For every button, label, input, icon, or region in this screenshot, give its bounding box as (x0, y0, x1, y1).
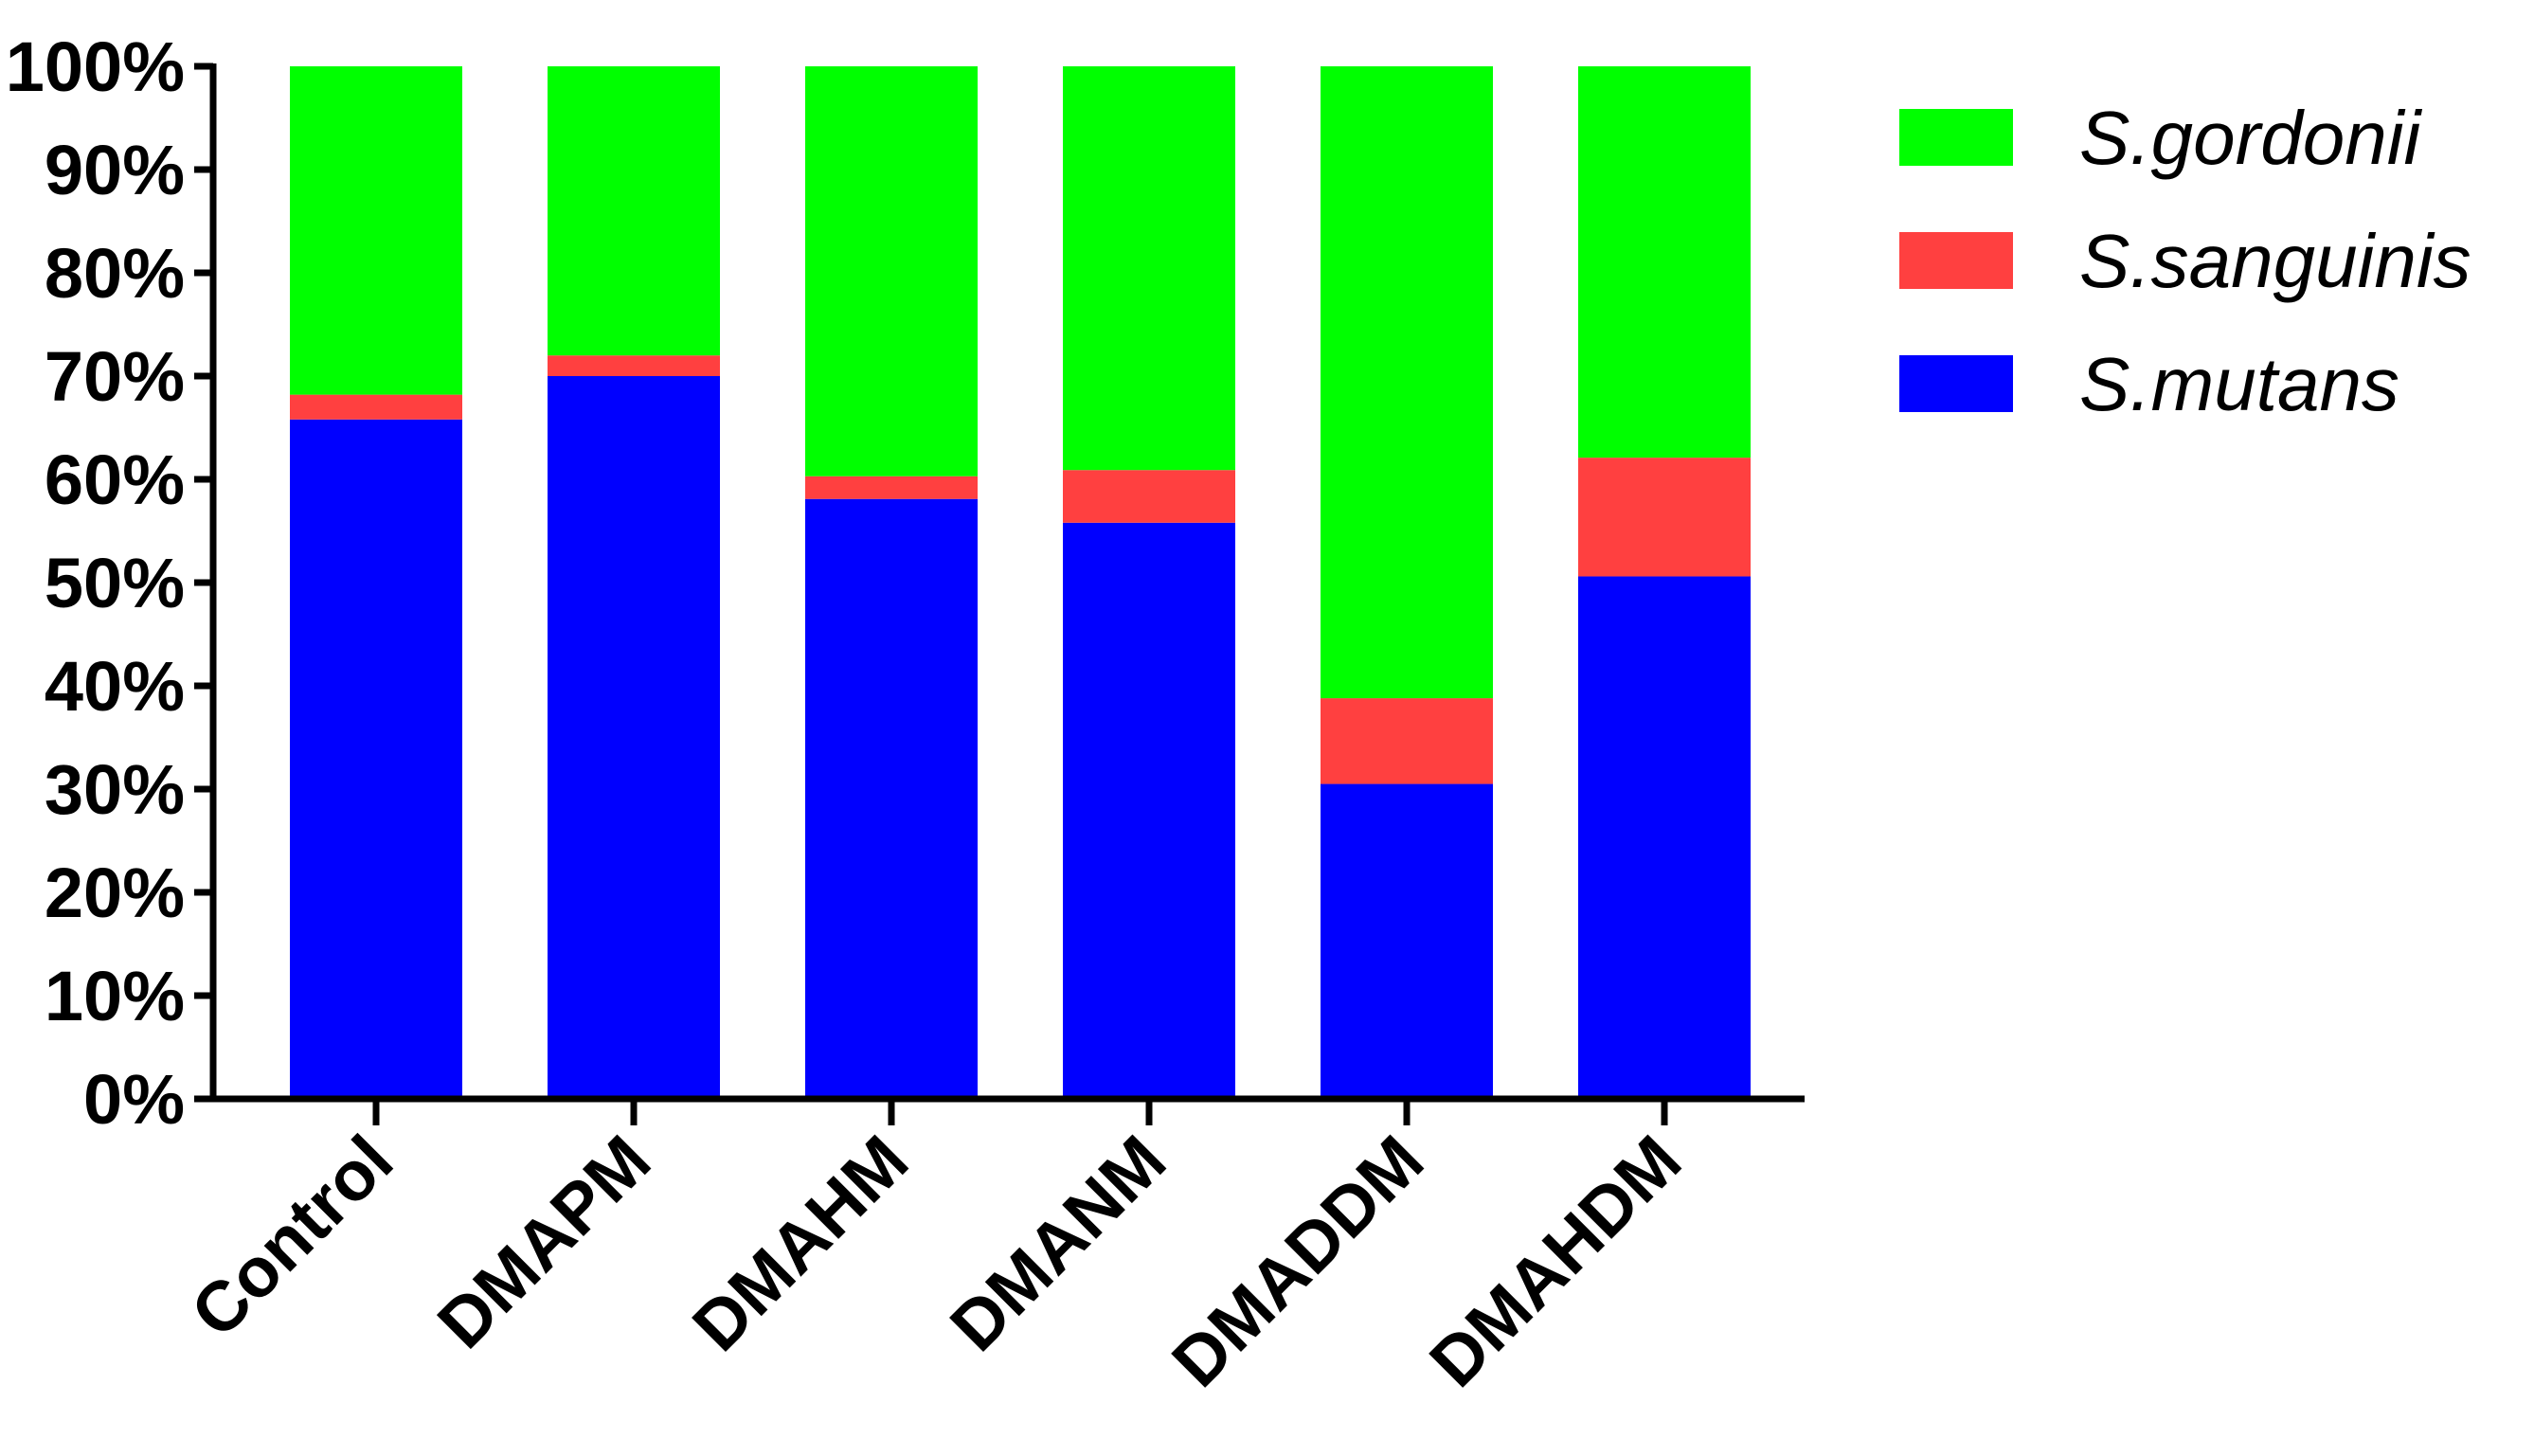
bar-segment-dmahm-s-gordonii (805, 66, 978, 476)
bar-segment-dmahdm-s-mutans (1578, 576, 1751, 1099)
bars-layer (290, 66, 1751, 1099)
y-tick-label: 100% (6, 27, 185, 106)
bar-segment-dmanm-s-sanguinis (1063, 470, 1235, 523)
legend-swatch-s-gordonii (1899, 109, 2013, 166)
bar-segment-dmanm-s-mutans (1063, 522, 1235, 1099)
bar-segment-dmahm-s-mutans (805, 498, 978, 1099)
y-tick-label: 20% (45, 854, 185, 932)
legend-label: S.mutans (2079, 342, 2399, 426)
y-tick-label: 40% (45, 647, 185, 726)
bar-segment-dmahdm-s-sanguinis (1578, 458, 1751, 577)
bar-segment-dmaddm-s-mutans (1321, 783, 1493, 1099)
y-tick-label: 10% (45, 957, 185, 1035)
bar-segment-dmaddm-s-gordonii (1321, 66, 1493, 699)
y-axis-ticks: 0% 10% 20% 30% 40% 50% 60% 70% 80% 90% 100% (6, 27, 213, 1139)
y-tick-label: 50% (45, 544, 185, 622)
bar-segment-dmanm-s-gordonii (1063, 66, 1235, 471)
y-tick-label: 70% (45, 337, 185, 416)
y-tick-label: 0% (83, 1060, 185, 1139)
x-tick-label: DMANM (935, 1121, 1180, 1366)
bar-segment-control-s-gordonii (290, 66, 462, 395)
y-tick-label: 60% (45, 440, 185, 519)
legend-label: S.sanguinis (2079, 219, 2471, 303)
bar-segment-dmahm-s-sanguinis (805, 476, 978, 499)
x-tick-label: Control (176, 1121, 408, 1353)
bar-segment-dmapm-s-sanguinis (548, 355, 720, 376)
bar-segment-dmapm-s-mutans (548, 376, 720, 1099)
x-tick-label: DMADDM (1157, 1121, 1438, 1402)
y-tick-label: 80% (45, 234, 185, 313)
legend: S.gordonii S.sanguinis S.mutans (1899, 96, 2471, 426)
x-tick-label: DMAHM (677, 1121, 923, 1366)
bar-segment-control-s-sanguinis (290, 394, 462, 420)
legend-label: S.gordonii (2079, 96, 2422, 180)
bar-segment-dmaddm-s-sanguinis (1321, 698, 1493, 784)
bar-segment-dmahdm-s-gordonii (1578, 66, 1751, 458)
bar-segment-dmapm-s-gordonii (548, 66, 720, 356)
x-tick-label: DMAHDM (1414, 1121, 1696, 1402)
y-tick-label: 90% (45, 131, 185, 209)
legend-swatch-s-mutans (1899, 355, 2013, 412)
legend-swatch-s-sanguinis (1899, 232, 2013, 289)
x-tick-label: DMAPM (422, 1121, 665, 1363)
y-tick-label: 30% (45, 750, 185, 829)
bar-segment-control-s-mutans (290, 419, 462, 1099)
